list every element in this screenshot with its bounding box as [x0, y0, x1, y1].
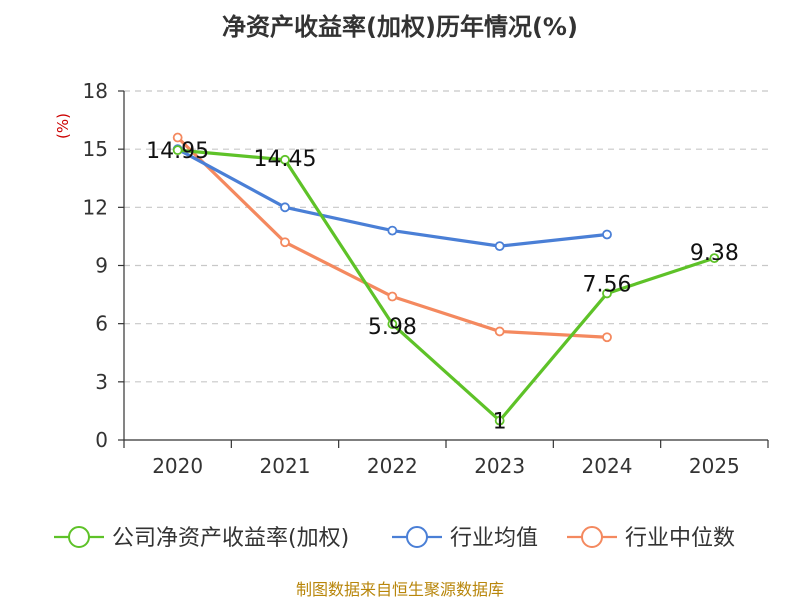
legend-marker	[406, 526, 428, 548]
legend: 公司净资产收益率(加权) 行业均值 行业中位数	[54, 526, 735, 551]
data-point-0	[602, 288, 612, 299]
data-point-2	[494, 326, 505, 337]
legend-label: 行业中位数	[625, 526, 735, 551]
x-tick-label: 2021	[260, 454, 311, 478]
data-point-1	[387, 225, 398, 236]
legend-label: 公司净资产收益率(加权)	[112, 526, 349, 551]
data-label: 14.95	[146, 139, 209, 164]
legend-marker	[68, 526, 90, 548]
series-line-0	[177, 148, 715, 423]
chart-title: 净资产收益率(加权)历年情况(%)	[222, 13, 578, 41]
data-point-1	[280, 202, 290, 213]
data-point-1	[494, 241, 505, 252]
data-point-2	[172, 132, 183, 143]
y-tick-label: 12	[83, 195, 108, 219]
x-tick-label: 2024	[582, 454, 633, 478]
data-label: 9.38	[690, 241, 739, 266]
data-label: 14.45	[254, 147, 317, 172]
y-tick-label: 3	[95, 370, 108, 394]
y-tick-label: 15	[83, 137, 108, 161]
series-line-2	[176, 136, 608, 339]
data-point-0	[172, 145, 183, 156]
data-point-2	[602, 332, 612, 343]
y-tick-label: 18	[83, 79, 108, 103]
x-tick-label: 2023	[474, 454, 525, 478]
y-tick-label: 0	[95, 428, 108, 452]
data-label: 1	[493, 410, 507, 435]
x-tick-label: 2022	[367, 454, 418, 478]
data-point-1	[602, 229, 612, 240]
legend-marker	[581, 526, 603, 548]
data-point-0	[709, 253, 720, 264]
y-tick-label: 9	[95, 254, 108, 278]
legend-label: 行业均值	[450, 526, 538, 551]
x-tick-label: 2020	[152, 454, 203, 478]
data-label-layer: 14.95 14.45 5.98 1 7.56 9.38	[146, 139, 739, 434]
data-label: 5.98	[368, 315, 417, 340]
data-point-0	[387, 319, 398, 329]
data-point-0	[494, 415, 505, 426]
series-layer	[172, 132, 720, 426]
axis-layer: 0 3 6 9 12 15 18 2020 2021 2022 2023 2024 2025	[83, 79, 769, 478]
y-axis-label: (%)	[54, 113, 72, 139]
data-point-2	[387, 291, 398, 302]
x-tick-label: 2025	[689, 454, 740, 478]
source-note: 制图数据来自恒生聚源数据库	[296, 580, 504, 599]
data-label: 7.56	[583, 272, 632, 297]
data-point-0	[280, 154, 290, 165]
data-point-2	[280, 237, 290, 248]
y-tick-label: 6	[95, 312, 108, 336]
grid-layer	[124, 90, 768, 383]
